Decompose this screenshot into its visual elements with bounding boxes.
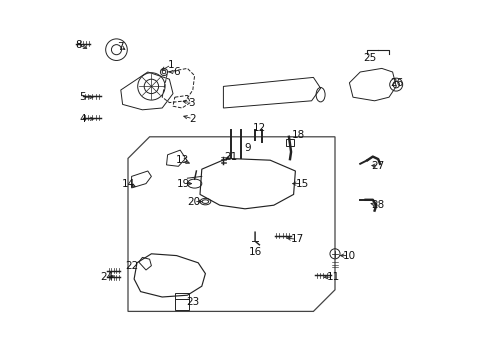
Text: 4: 4 (80, 114, 86, 124)
Text: 27: 27 (371, 161, 385, 171)
Text: 1: 1 (168, 60, 174, 70)
Text: 17: 17 (291, 234, 304, 244)
Text: 28: 28 (371, 200, 385, 210)
Text: 23: 23 (186, 297, 199, 307)
Text: 25: 25 (363, 53, 376, 63)
Bar (286, 139, 294, 146)
Text: 26: 26 (391, 78, 404, 88)
Text: 18: 18 (292, 130, 305, 140)
Text: 11: 11 (326, 272, 340, 282)
Text: 22: 22 (125, 261, 138, 271)
Text: 2: 2 (190, 114, 196, 124)
Text: 7: 7 (118, 42, 124, 52)
Text: 21: 21 (224, 152, 237, 162)
Text: 14: 14 (122, 179, 135, 189)
Bar (175, 293, 189, 310)
Text: 10: 10 (343, 251, 356, 261)
Text: 5: 5 (79, 92, 86, 102)
Text: 13: 13 (175, 155, 189, 165)
Text: 3: 3 (188, 98, 195, 108)
Text: 6: 6 (173, 67, 180, 77)
Text: 19: 19 (177, 179, 191, 189)
Text: 8: 8 (75, 40, 82, 50)
Text: 12: 12 (253, 123, 266, 133)
Text: 16: 16 (249, 247, 263, 257)
Text: 20: 20 (187, 197, 200, 207)
Text: 24: 24 (100, 272, 113, 282)
Text: 9: 9 (245, 143, 251, 153)
Text: 15: 15 (296, 179, 309, 189)
